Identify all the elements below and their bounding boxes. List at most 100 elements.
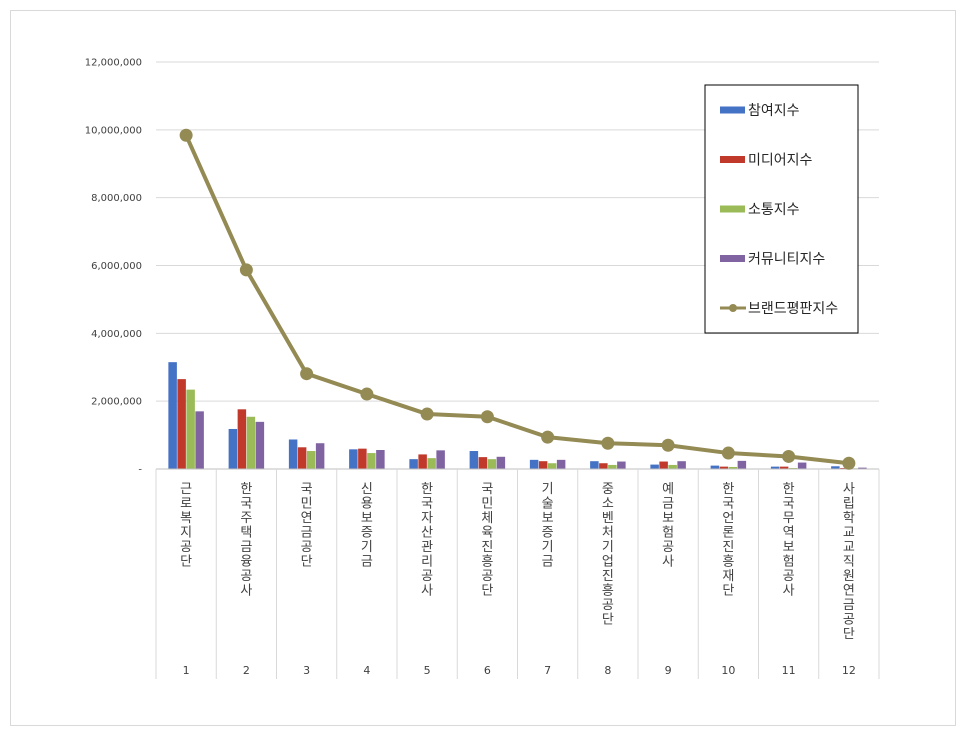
bar-2-1 bbox=[177, 379, 186, 469]
bar-2-4 bbox=[358, 448, 367, 469]
y-tick-label: - bbox=[138, 465, 142, 476]
bar-3-7 bbox=[547, 463, 557, 469]
bar-3-10 bbox=[728, 466, 738, 469]
bar-2-9 bbox=[659, 461, 668, 469]
legend-label: 참여지수 bbox=[748, 103, 800, 119]
bar-2-8 bbox=[599, 463, 608, 469]
x-tick-label: 3 bbox=[303, 664, 310, 677]
line-point-4 bbox=[360, 387, 374, 401]
legend-label: 브랜드평판지수 bbox=[748, 301, 838, 317]
bar-3-11 bbox=[788, 467, 798, 469]
bar-4-3 bbox=[315, 443, 325, 469]
x-tick-label: 1 bbox=[183, 664, 190, 677]
bar-4-7 bbox=[556, 459, 566, 469]
bar-1-1 bbox=[168, 362, 177, 469]
grid bbox=[156, 61, 879, 402]
x-tick-label: 9 bbox=[665, 664, 672, 677]
y-tick-label: 8,000,000 bbox=[91, 193, 142, 204]
legend-label: 소통지수 bbox=[748, 202, 800, 218]
y-tick-label: 4,000,000 bbox=[91, 329, 142, 340]
legend-swatch bbox=[720, 106, 745, 114]
bar-1-4 bbox=[349, 449, 358, 469]
legend-swatch bbox=[720, 205, 745, 213]
legend-label: 미디어지수 bbox=[748, 153, 813, 169]
bar-2-10 bbox=[719, 466, 729, 469]
bar-4-8 bbox=[617, 461, 626, 469]
line-point-5 bbox=[420, 407, 434, 421]
y-tick-label: 12,000,000 bbox=[85, 58, 142, 69]
x-tick-label: 5 bbox=[424, 664, 431, 677]
bars bbox=[168, 362, 867, 469]
x-axis: 근 로 복 지 공 단 1 한 국 주 택 금 융 공 사 2 국 민 연 금 공 단 3 신 용 보 증 기 금 4 한 국 자 산 관 리 공 사 5 국… bbox=[155, 468, 880, 679]
bar-1-8 bbox=[590, 461, 599, 469]
brand-index-line bbox=[179, 128, 856, 470]
bar-3-5 bbox=[427, 458, 436, 469]
bar-4-5 bbox=[436, 450, 445, 469]
line-point-3 bbox=[300, 367, 314, 381]
line-point-6 bbox=[480, 410, 494, 424]
chart-svg: - 2,000,000 4,000,000 6,000,000 8,000,000 10,… bbox=[85, 58, 880, 679]
bar-4-9 bbox=[677, 461, 686, 469]
x-tick-label: 2 bbox=[243, 664, 250, 677]
bar-2-6 bbox=[478, 457, 488, 469]
bar-4-11 bbox=[797, 462, 807, 469]
bar-1-6 bbox=[469, 451, 479, 469]
bar-1-10 bbox=[710, 465, 720, 469]
bar-3-1 bbox=[186, 389, 195, 469]
bar-3-8 bbox=[608, 464, 617, 469]
bar-3-9 bbox=[668, 464, 677, 469]
bar-3-2 bbox=[246, 416, 256, 469]
bar-1-2 bbox=[228, 428, 238, 469]
bar-1-9 bbox=[650, 464, 659, 469]
line-point-2 bbox=[239, 263, 253, 277]
bar-4-1 bbox=[195, 411, 204, 469]
y-axis: - 2,000,000 4,000,000 6,000,000 8,000,000 10,… bbox=[85, 58, 143, 476]
legend-swatch bbox=[720, 255, 745, 262]
bar-2-12 bbox=[840, 467, 849, 469]
x-tick-label: 6 bbox=[484, 664, 491, 677]
x-tick-label: 4 bbox=[363, 664, 370, 677]
y-tick-label: 2,000,000 bbox=[91, 397, 142, 408]
line-point-1 bbox=[179, 128, 193, 142]
bar-3-3 bbox=[306, 451, 316, 469]
bar-2-5 bbox=[418, 454, 427, 469]
bar-3-6 bbox=[487, 459, 497, 469]
bar-1-5 bbox=[409, 459, 418, 469]
bar-2-3 bbox=[297, 447, 307, 469]
bar-1-7 bbox=[529, 459, 539, 469]
x-tick-label: 8 bbox=[604, 664, 611, 677]
bar-1-3 bbox=[288, 439, 298, 469]
x-tick-label: 10 bbox=[721, 664, 735, 677]
line-point-12 bbox=[842, 456, 856, 470]
line-point-11 bbox=[782, 449, 796, 463]
bar-1-12 bbox=[831, 466, 840, 469]
x-tick-label: 11 bbox=[782, 664, 796, 677]
chart-frame: - 2,000,000 4,000,000 6,000,000 8,000,000 10,… bbox=[10, 10, 956, 726]
bar-4-2 bbox=[255, 421, 265, 469]
line-point-7 bbox=[541, 430, 555, 444]
bar-4-10 bbox=[737, 460, 747, 469]
bar-3-4 bbox=[367, 453, 376, 469]
x-tick-label: 12 bbox=[842, 664, 856, 677]
y-tick-label: 10,000,000 bbox=[85, 125, 142, 136]
line-point-9 bbox=[661, 438, 675, 452]
bar-4-6 bbox=[496, 456, 506, 469]
bar-1-11 bbox=[770, 466, 780, 469]
bar-2-2 bbox=[237, 409, 247, 469]
x-tick-label: 7 bbox=[544, 664, 551, 677]
legend-label: 커뮤니티지수 bbox=[748, 252, 825, 268]
y-tick-label: 6,000,000 bbox=[91, 261, 142, 272]
